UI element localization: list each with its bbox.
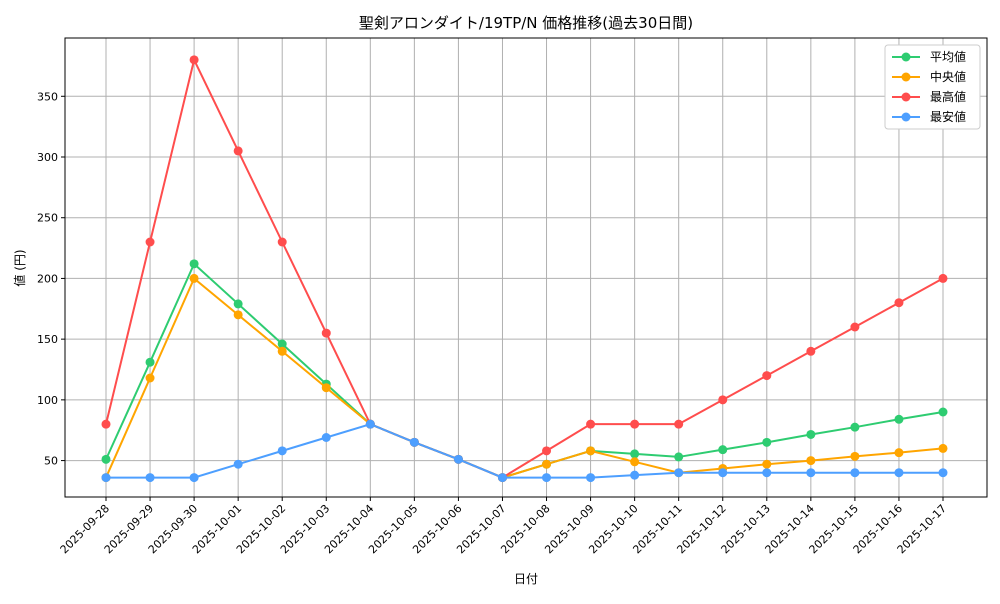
data-point bbox=[938, 443, 948, 453]
data-point bbox=[542, 459, 552, 469]
series-3 bbox=[101, 419, 948, 483]
data-point bbox=[762, 459, 772, 469]
data-point bbox=[674, 419, 684, 429]
data-point bbox=[321, 433, 331, 442]
data-point bbox=[630, 449, 640, 459]
data-point bbox=[806, 468, 816, 478]
data-point bbox=[630, 457, 640, 467]
series-line bbox=[105, 262, 944, 479]
plot-frame bbox=[64, 37, 988, 498]
data-point bbox=[938, 407, 948, 417]
y-tick-label: 250 bbox=[37, 212, 58, 225]
data-point bbox=[145, 373, 155, 383]
legend-label: 最高値 bbox=[930, 89, 966, 104]
legend-marker bbox=[901, 72, 911, 82]
data-point bbox=[189, 273, 199, 283]
data-point bbox=[233, 299, 243, 309]
y-tick-label: 350 bbox=[37, 90, 58, 103]
data-point bbox=[630, 419, 640, 429]
data-point bbox=[894, 448, 904, 458]
data-point bbox=[233, 310, 243, 320]
data-point bbox=[497, 473, 507, 483]
data-point bbox=[145, 473, 155, 483]
data-point bbox=[806, 346, 816, 356]
data-point bbox=[806, 429, 816, 439]
data-point bbox=[321, 383, 331, 393]
data-point bbox=[674, 452, 684, 462]
series-line bbox=[105, 276, 944, 479]
data-point bbox=[542, 446, 552, 456]
series-2 bbox=[101, 55, 948, 483]
data-point bbox=[938, 468, 948, 478]
data-point bbox=[189, 473, 199, 483]
y-tick-label: 300 bbox=[37, 151, 58, 164]
data-point bbox=[233, 146, 243, 156]
legend-marker bbox=[901, 52, 911, 62]
data-point bbox=[145, 237, 155, 247]
data-point bbox=[630, 470, 640, 480]
series-line bbox=[105, 56, 944, 479]
series-line bbox=[106, 423, 943, 479]
legend-label: 平均値 bbox=[930, 49, 966, 64]
y-tick-label: 50 bbox=[44, 455, 58, 468]
data-point bbox=[850, 468, 860, 478]
data-point bbox=[145, 357, 155, 367]
data-point bbox=[542, 473, 552, 483]
data-point bbox=[409, 437, 419, 447]
data-point bbox=[586, 446, 596, 456]
data-point bbox=[894, 468, 904, 478]
data-point bbox=[850, 422, 860, 432]
data-point bbox=[189, 259, 199, 269]
legend-marker bbox=[901, 112, 911, 122]
data-point bbox=[850, 322, 860, 332]
y-tick-label: 150 bbox=[37, 333, 58, 346]
data-point bbox=[189, 55, 199, 65]
y-tick-label: 200 bbox=[37, 272, 58, 285]
data-point bbox=[365, 419, 375, 429]
series-1 bbox=[101, 273, 948, 483]
data-point bbox=[894, 414, 904, 424]
data-point bbox=[321, 328, 331, 338]
data-point bbox=[101, 419, 111, 429]
x-axis-label: 日付 bbox=[514, 572, 538, 586]
data-point bbox=[718, 445, 728, 455]
legend-box bbox=[884, 44, 981, 130]
data-point bbox=[718, 468, 728, 478]
data-point bbox=[101, 454, 111, 464]
y-axis-label: 値 (円) bbox=[12, 249, 27, 286]
data-point bbox=[586, 419, 596, 429]
data-point bbox=[674, 468, 684, 478]
data-point bbox=[762, 371, 772, 381]
legend-marker bbox=[901, 92, 911, 102]
legend-label: 中央値 bbox=[930, 69, 966, 84]
series-0 bbox=[101, 259, 948, 483]
data-point bbox=[101, 473, 111, 483]
data-point bbox=[762, 468, 772, 478]
y-tick-label: 100 bbox=[37, 394, 58, 407]
data-point bbox=[894, 298, 904, 308]
data-point bbox=[233, 459, 243, 469]
data-point bbox=[277, 346, 287, 356]
chart-title: 聖剣アロンダイト/19TP/N 価格推移(過去30日間) bbox=[359, 14, 693, 32]
data-point bbox=[453, 454, 463, 464]
data-point bbox=[850, 451, 860, 461]
data-point bbox=[762, 437, 772, 447]
data-point bbox=[277, 237, 287, 247]
legend-label: 最安値 bbox=[930, 109, 966, 124]
data-point bbox=[718, 395, 728, 405]
data-point bbox=[277, 446, 287, 456]
data-point bbox=[806, 456, 816, 466]
data-point bbox=[277, 339, 287, 349]
data-point bbox=[938, 273, 948, 283]
data-point bbox=[586, 473, 596, 483]
